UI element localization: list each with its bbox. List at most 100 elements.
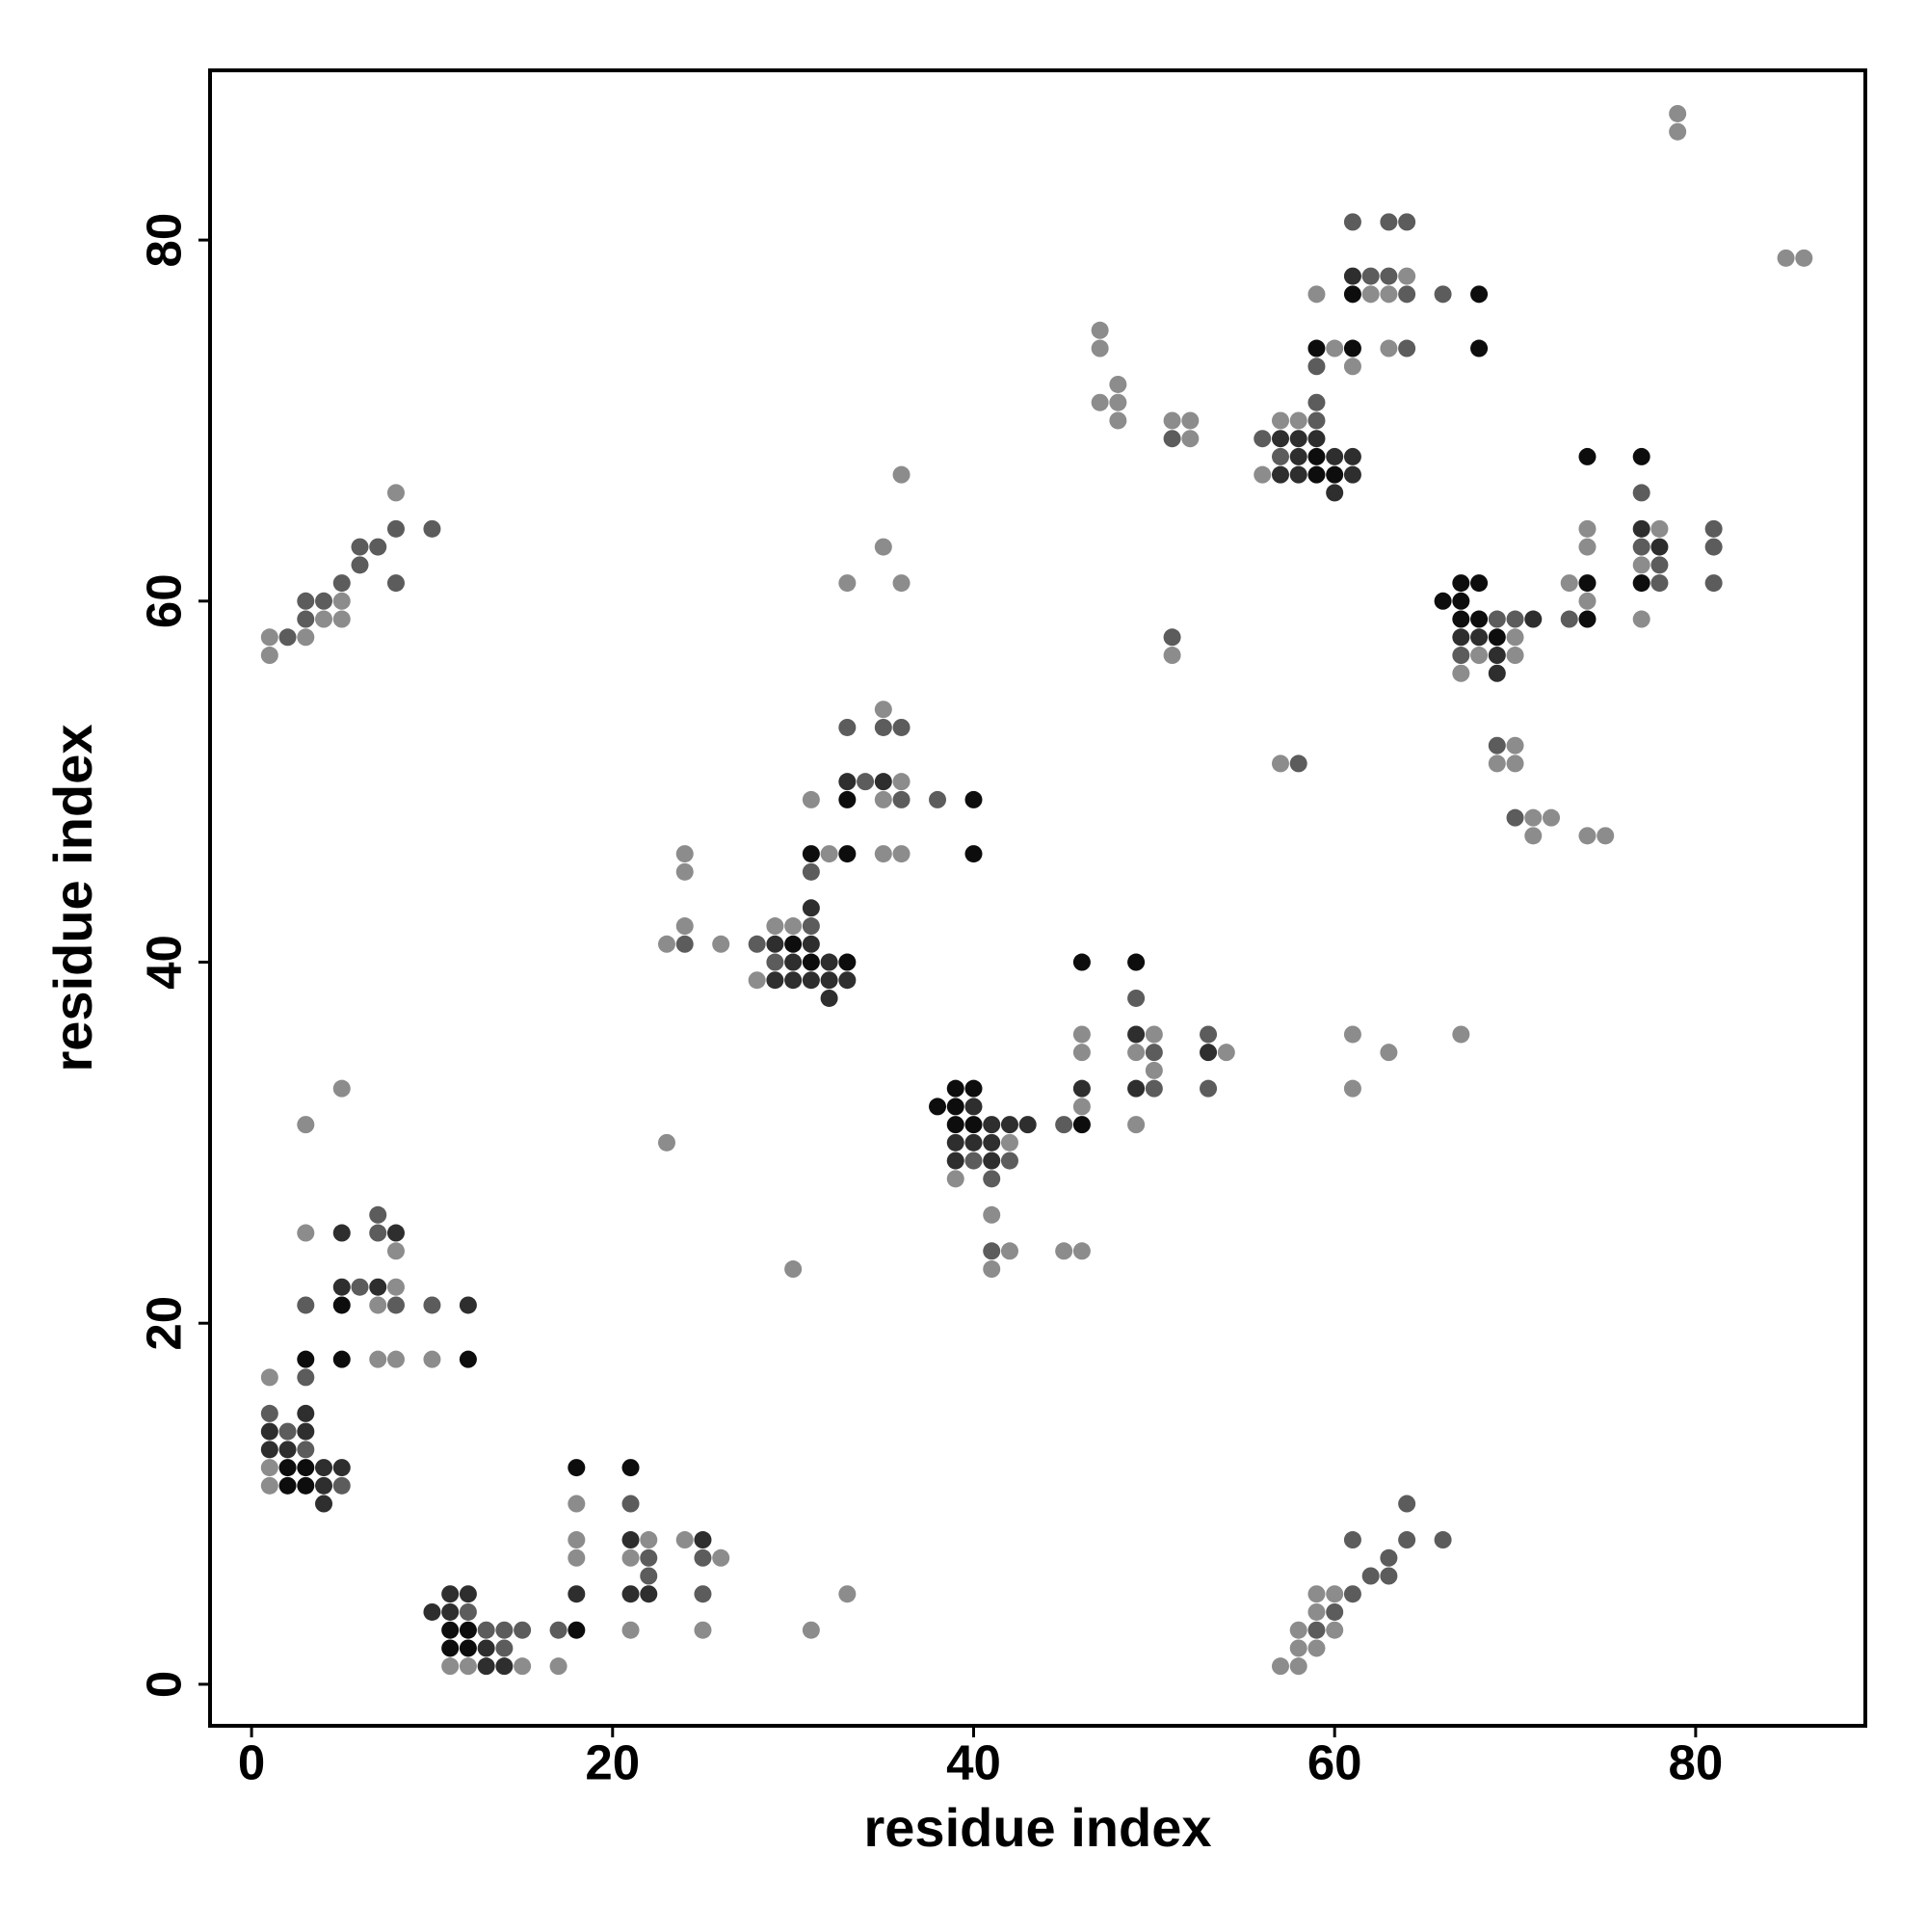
point [459,1639,477,1657]
point [1560,610,1578,628]
point [1578,519,1597,538]
point [1307,430,1326,448]
point [1470,647,1489,665]
point [694,1585,712,1603]
point [332,1476,351,1495]
point [838,1585,857,1603]
point [1307,357,1326,376]
point [892,465,911,484]
point [946,1098,964,1116]
point [369,1278,387,1296]
point [1307,1639,1326,1657]
point [1127,1025,1146,1044]
point [369,1224,387,1242]
point [459,1585,477,1603]
point [386,519,405,538]
point [838,845,857,863]
point [278,1422,297,1441]
point [1307,411,1326,430]
point [983,1116,1001,1134]
point [1506,808,1524,827]
point [441,1657,460,1676]
point [964,1116,983,1134]
point [946,1151,964,1170]
point [1578,538,1597,556]
point [386,1242,405,1260]
point [802,917,820,936]
y-axis-title: residue index [42,724,103,1072]
point [1488,754,1506,773]
point [1326,1621,1344,1639]
point [1343,447,1361,465]
point [332,1296,351,1314]
point [1343,339,1361,357]
point [477,1639,495,1657]
point [1704,519,1723,538]
point [802,899,820,917]
point [1289,1639,1307,1657]
point [549,1621,568,1639]
point [315,1495,333,1513]
point [1145,1025,1163,1044]
point [857,773,875,791]
point [1109,411,1127,430]
point [568,1585,586,1603]
point [386,1350,405,1368]
point [838,790,857,808]
point [495,1657,514,1676]
point [1361,267,1380,285]
point [892,773,911,791]
point [297,1476,315,1495]
point [1524,808,1543,827]
point [1289,411,1307,430]
point [1669,104,1687,122]
point [820,953,838,971]
point [1018,1116,1037,1134]
point [1072,1025,1091,1044]
point [640,1567,658,1585]
point [946,1116,964,1134]
point [1163,647,1181,665]
point [1127,1116,1146,1134]
point [1307,1585,1326,1603]
point [260,647,278,665]
point [802,1621,820,1639]
point [1072,1044,1091,1062]
point [1434,285,1452,304]
point [1669,122,1687,141]
point [1055,1116,1073,1134]
point [1524,827,1543,845]
point [369,1350,387,1368]
point [459,1621,477,1639]
point [1271,411,1289,430]
point [983,1151,1001,1170]
point [1632,610,1650,628]
point [1163,430,1181,448]
point [1289,1621,1307,1639]
point [766,935,784,953]
point [1091,393,1109,411]
point [983,1242,1001,1260]
point [1506,754,1524,773]
point [1326,1602,1344,1621]
point [315,1459,333,1477]
point [1488,736,1506,754]
point [657,1133,675,1151]
point [1109,375,1127,393]
point [929,1098,947,1116]
point [1488,647,1506,665]
point [332,1079,351,1098]
point [441,1585,460,1603]
point [495,1639,514,1657]
point [514,1621,532,1639]
point [568,1621,586,1639]
point [766,953,784,971]
point [1470,628,1489,647]
point [1289,447,1307,465]
point [1326,447,1344,465]
point [369,1205,387,1224]
point [675,935,694,953]
point [1632,447,1650,465]
